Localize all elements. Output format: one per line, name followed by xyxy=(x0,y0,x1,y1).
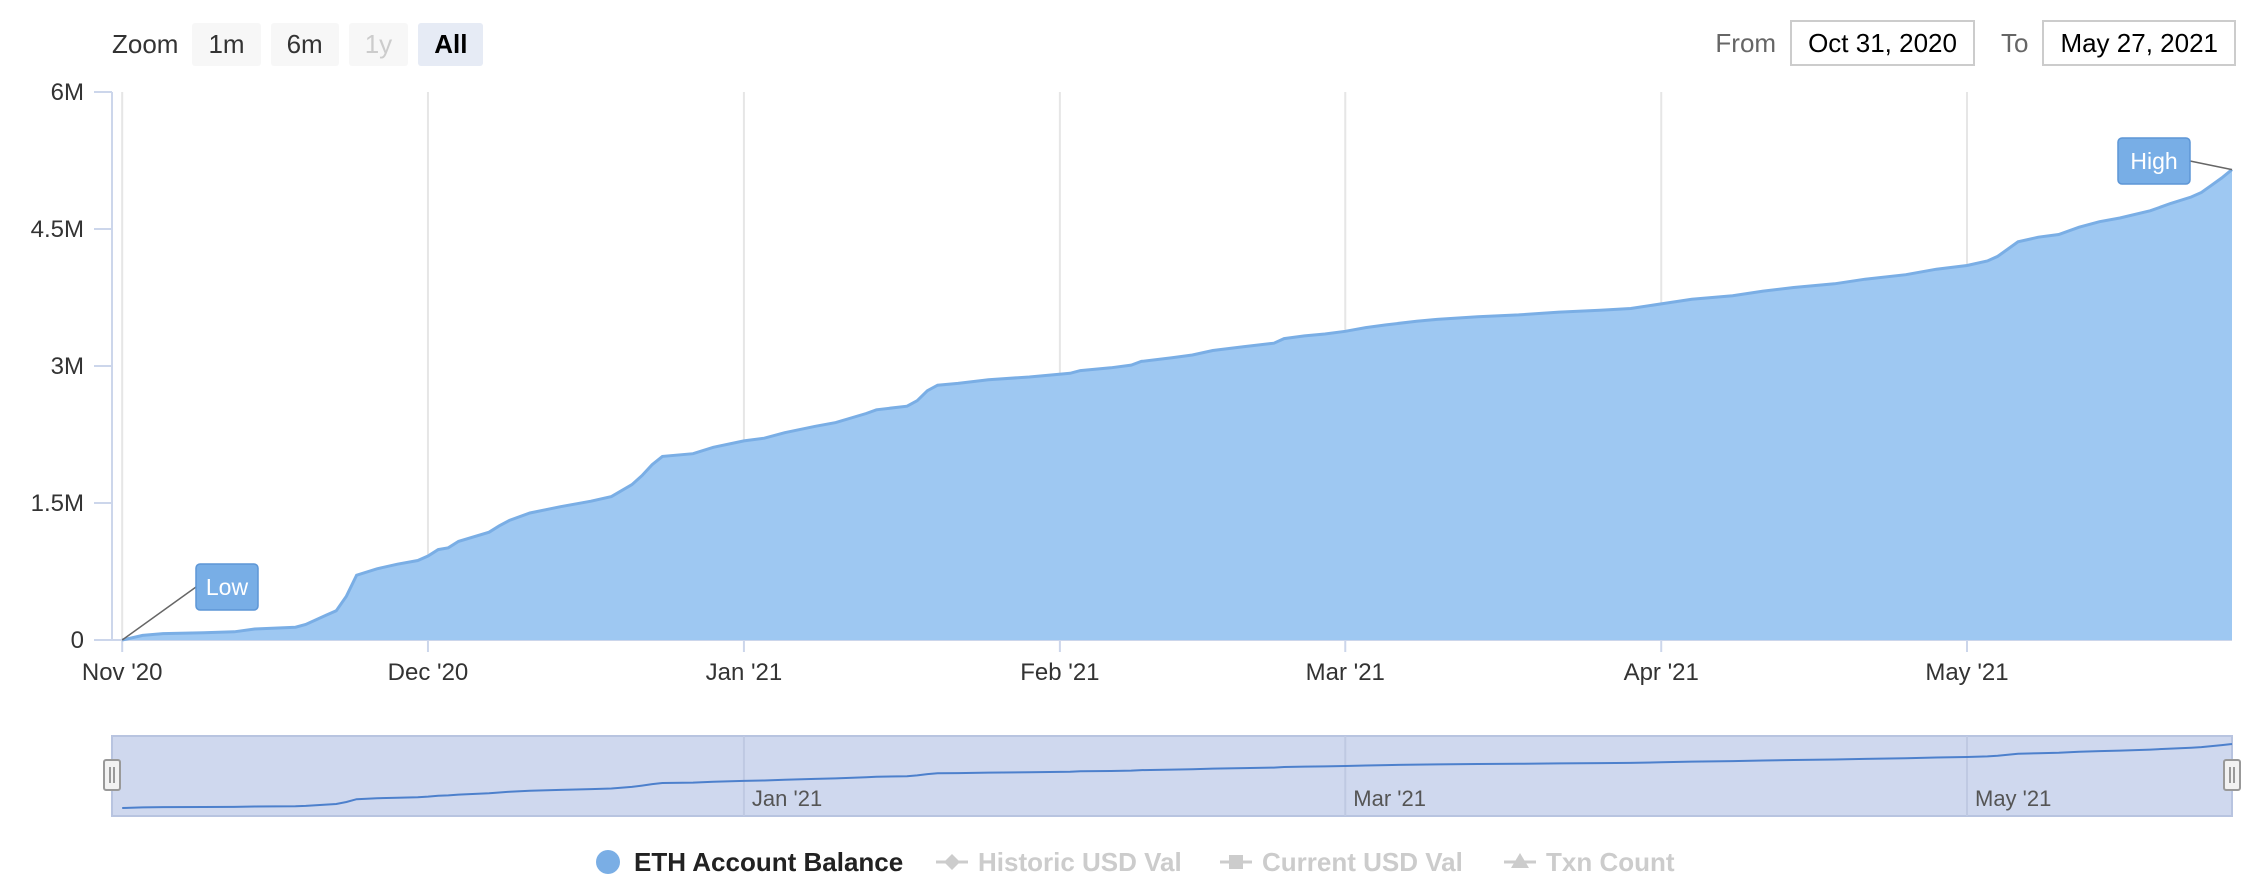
balance-area xyxy=(122,169,2233,640)
legend-symbol-diamond[interactable] xyxy=(944,854,960,870)
x-tick-label: May '21 xyxy=(1925,659,2008,686)
y-tick-label: 1.5M xyxy=(31,490,84,517)
low-flag: Low xyxy=(121,563,259,641)
from-date-input[interactable]: Oct 31, 2020 xyxy=(1790,20,1975,66)
flag-connector xyxy=(121,586,197,641)
navigator-tick-label: Mar '21 xyxy=(1353,786,1426,811)
y-tick-label: 0 xyxy=(71,627,84,654)
y-tick-label: 6M xyxy=(51,79,84,106)
navigator-series-line xyxy=(122,743,2233,809)
navigator-right-handle[interactable] xyxy=(2223,759,2241,791)
x-tick-label: Apr '21 xyxy=(1624,659,1699,686)
handle-body[interactable] xyxy=(2223,759,2241,791)
zoom-6m-button[interactable]: 6m xyxy=(270,22,339,66)
handle-body[interactable] xyxy=(103,759,121,791)
x-tick-label: Nov '20 xyxy=(82,659,163,686)
flag-label: High xyxy=(2130,148,2177,174)
y-tick-label: 3M xyxy=(51,353,84,380)
legend-label[interactable]: ETH Account Balance xyxy=(634,847,903,877)
y-tick-label: 4.5M xyxy=(31,216,84,243)
flag-label: Low xyxy=(206,574,249,600)
balance-line xyxy=(121,168,2233,642)
zoom-all-button[interactable]: All xyxy=(418,22,484,66)
navigator-tick-label: Jan '21 xyxy=(752,786,822,811)
zoom-label: Zoom xyxy=(112,28,179,59)
navigator-tick-label: May '21 xyxy=(1975,786,2051,811)
zoom-1y-button[interactable]: 1y xyxy=(348,22,409,66)
legend-label[interactable]: Historic USD Val xyxy=(978,847,1182,877)
flag-box xyxy=(2117,137,2191,185)
x-tick-label: Dec '20 xyxy=(388,659,469,686)
legend-symbol-triangle[interactable] xyxy=(1511,853,1529,868)
from-label: From xyxy=(1715,27,1777,58)
legend-label[interactable]: Txn Count xyxy=(1546,847,1675,877)
legend-symbol-square[interactable] xyxy=(1229,855,1243,869)
to-label: To xyxy=(2000,27,2029,58)
high-flag: High xyxy=(2117,137,2233,185)
zoom-bar: Zoom 1m 6m 1y All xyxy=(112,22,493,66)
legend-item-eth-account-balance[interactable]: ETH Account Balance xyxy=(596,847,903,877)
legend-symbol-circle[interactable] xyxy=(596,850,620,874)
to-date-input[interactable]: May 27, 2021 xyxy=(2042,20,2236,66)
range-navigator[interactable]: Jan '21 Mar '21 May '21 xyxy=(103,735,2241,817)
flag-box xyxy=(195,563,259,611)
legend-item-historic-usd-val[interactable]: Historic USD Val xyxy=(936,847,1182,877)
date-range-selector: From Oct 31, 2020 To May 27, 2021 xyxy=(1715,20,2236,66)
legend-item-current-usd-val[interactable]: Current USD Val xyxy=(1220,847,1463,877)
x-tick-label: Mar '21 xyxy=(1306,659,1385,686)
zoom-1m-button[interactable]: 1m xyxy=(192,22,261,66)
x-tick-label: Jan '21 xyxy=(706,659,783,686)
legend-item-txn-count[interactable]: Txn Count xyxy=(1504,847,1675,877)
legend-label[interactable]: Current USD Val xyxy=(1262,847,1463,877)
navigator-left-handle[interactable] xyxy=(103,759,121,791)
x-tick-label: Feb '21 xyxy=(1020,659,1099,686)
navigator-mask xyxy=(111,735,2233,817)
flag-connector xyxy=(2189,160,2233,171)
